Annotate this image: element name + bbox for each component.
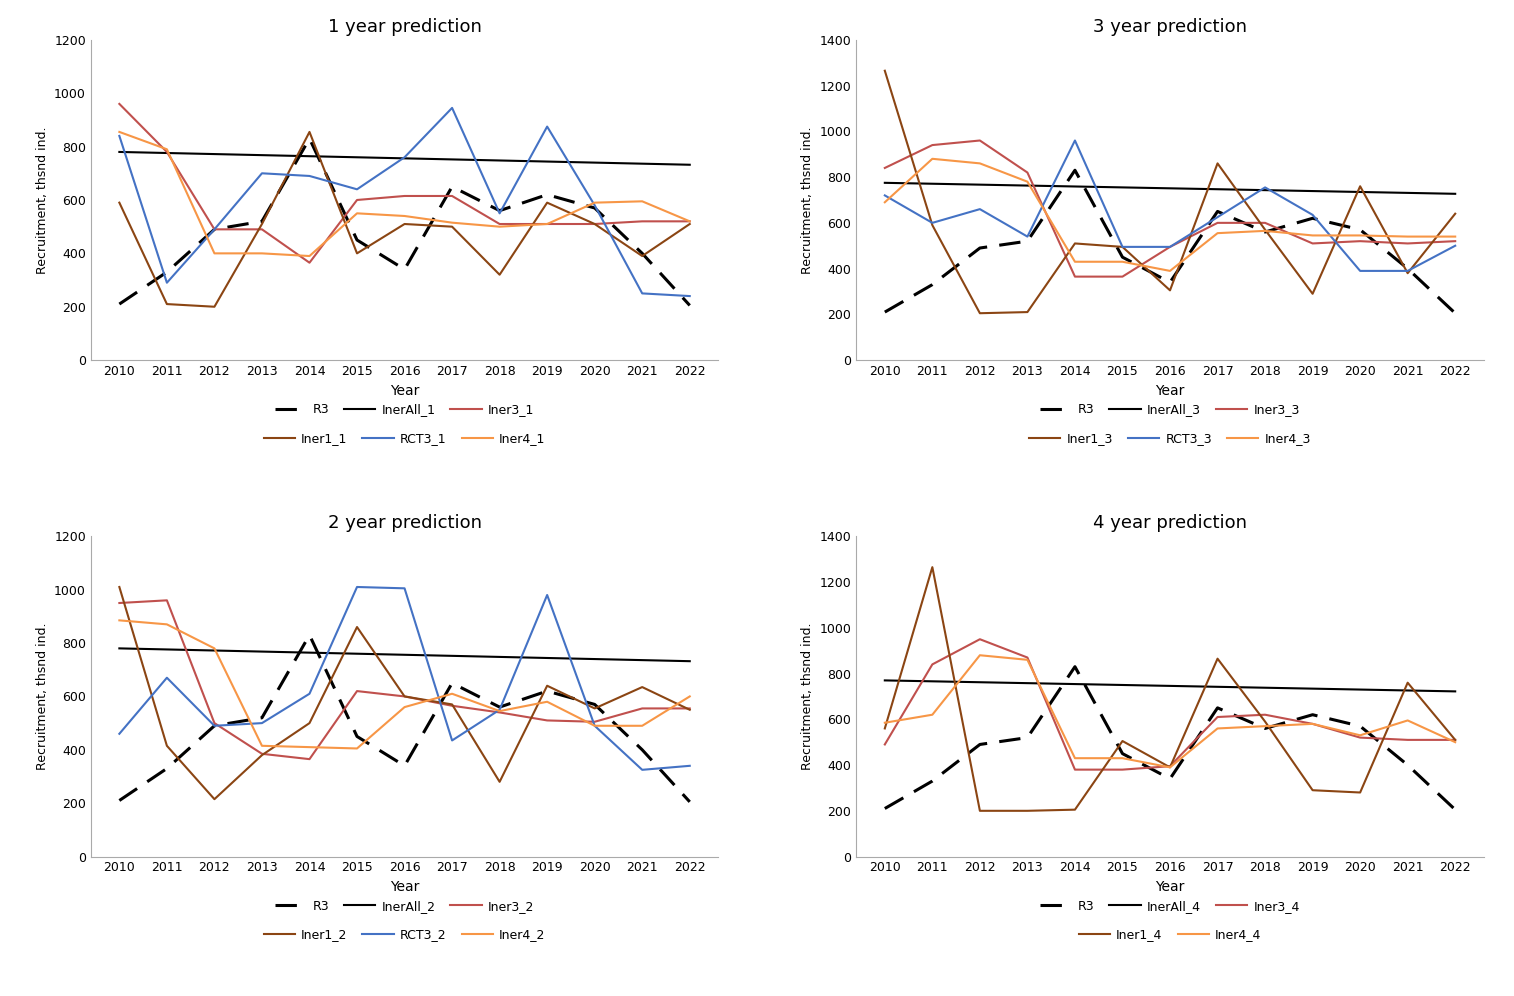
Title: 3 year prediction: 3 year prediction <box>1093 18 1248 36</box>
Legend: Iner1_2, RCT3_2, Iner4_2: Iner1_2, RCT3_2, Iner4_2 <box>259 923 551 946</box>
X-axis label: Year: Year <box>391 383 419 397</box>
Y-axis label: Recruitment, thsnd ind.: Recruitment, thsnd ind. <box>801 622 815 770</box>
Y-axis label: Recruitment, thsnd ind.: Recruitment, thsnd ind. <box>35 622 48 770</box>
Legend: Iner1_4, Iner4_4: Iner1_4, Iner4_4 <box>1073 923 1266 946</box>
X-axis label: Year: Year <box>391 880 419 894</box>
Title: 1 year prediction: 1 year prediction <box>327 18 481 36</box>
Legend: Iner1_1, RCT3_1, Iner4_1: Iner1_1, RCT3_1, Iner4_1 <box>259 427 551 450</box>
Y-axis label: Recruitment, thsnd ind.: Recruitment, thsnd ind. <box>801 126 815 274</box>
Title: 2 year prediction: 2 year prediction <box>327 514 481 532</box>
Title: 4 year prediction: 4 year prediction <box>1093 514 1248 532</box>
X-axis label: Year: Year <box>1155 880 1184 894</box>
Legend: Iner1_3, RCT3_3, Iner4_3: Iner1_3, RCT3_3, Iner4_3 <box>1023 427 1316 450</box>
X-axis label: Year: Year <box>1155 383 1184 397</box>
Y-axis label: Recruitment, thsnd ind.: Recruitment, thsnd ind. <box>35 126 48 274</box>
